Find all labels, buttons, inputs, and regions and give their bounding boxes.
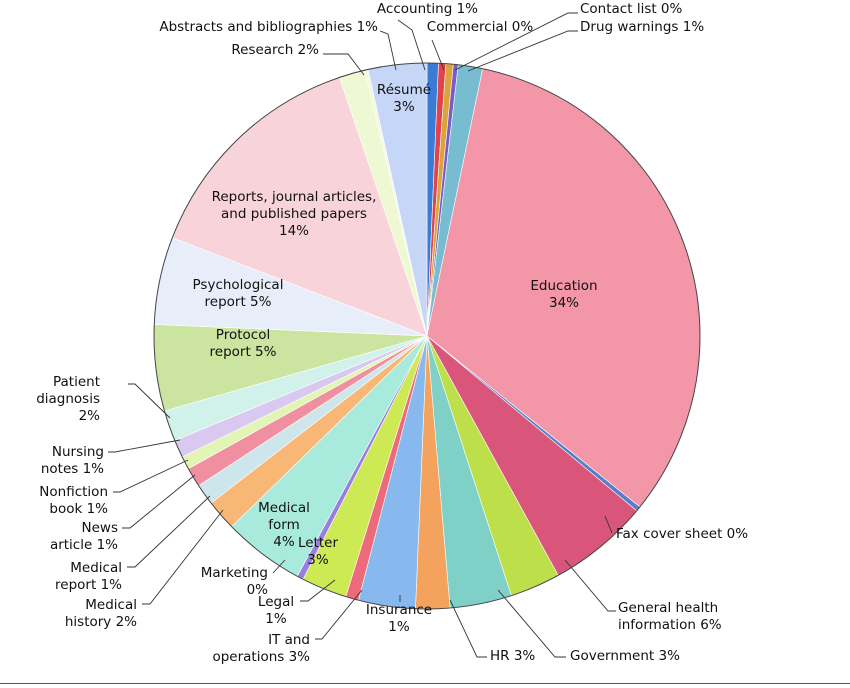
leader-line bbox=[497, 589, 566, 658]
slice-label: News article 1% bbox=[50, 520, 118, 553]
slice-label: Nonfiction book 1% bbox=[39, 484, 108, 517]
leader-line bbox=[449, 599, 487, 658]
slice-label: Accounting 1% bbox=[377, 1, 478, 17]
slice-label: Contact list 0% bbox=[580, 1, 683, 17]
slice-label: Research 2% bbox=[231, 42, 319, 58]
leader-line bbox=[379, 30, 397, 71]
slice-label: Legal 1% bbox=[258, 594, 294, 627]
slice-label: Letter 3% bbox=[298, 535, 338, 568]
leader-line bbox=[323, 53, 365, 76]
slice-label: Résumé 3% bbox=[377, 82, 431, 115]
slice-label: Nursing notes 1% bbox=[41, 444, 104, 477]
leader-line bbox=[127, 495, 211, 568]
leader-line bbox=[142, 509, 224, 605]
slice-label: Abstracts and bibliographies 1% bbox=[159, 19, 378, 35]
slice-label: Government 3% bbox=[570, 648, 680, 664]
slice-label: IT and operations 3% bbox=[212, 632, 310, 665]
slice-label: Insurance 1% bbox=[366, 602, 432, 635]
slice-label: Medical history 2% bbox=[65, 597, 137, 630]
slice-label: HR 3% bbox=[490, 648, 535, 664]
leader-line bbox=[564, 559, 616, 612]
slice-label: Drug warnings 1% bbox=[580, 19, 704, 35]
slice-label: General health information 6% bbox=[618, 600, 722, 633]
pie-outline bbox=[153, 62, 701, 610]
leader-line bbox=[431, 39, 445, 71]
leader-line bbox=[397, 19, 426, 71]
leader-line bbox=[122, 474, 196, 529]
leader-line bbox=[300, 579, 336, 602]
slice-label: Fax cover sheet 0% bbox=[616, 526, 748, 542]
leader-line bbox=[315, 589, 363, 640]
slice-label: Psychological report 5% bbox=[193, 277, 284, 310]
slice-label: Protocol report 5% bbox=[210, 327, 277, 360]
leader-line bbox=[604, 515, 613, 534]
leader-line bbox=[128, 383, 171, 419]
slice-label: Education 34% bbox=[530, 278, 597, 311]
bottom-rule bbox=[0, 683, 850, 684]
slice-label: Patient diagnosis 2% bbox=[36, 374, 100, 424]
slice-label: Reports, journal articles, and published … bbox=[212, 189, 377, 239]
leader-line bbox=[108, 439, 181, 453]
slice-label: Marketing 0% bbox=[201, 565, 268, 598]
leader-line bbox=[454, 12, 578, 71]
leader-line bbox=[272, 559, 286, 574]
leader-line bbox=[467, 30, 578, 72]
slice-label: Commercial 0% bbox=[427, 19, 534, 35]
slice-label: Medical report 1% bbox=[55, 560, 122, 593]
slice-label: Medical form 4% bbox=[258, 500, 310, 550]
leader-line bbox=[113, 459, 189, 493]
